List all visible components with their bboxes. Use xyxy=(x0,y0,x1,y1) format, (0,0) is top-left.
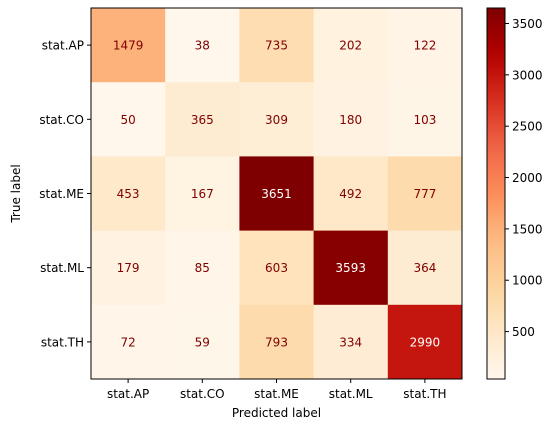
cell-value-label: 38 xyxy=(195,39,210,53)
cell-value-label: 334 xyxy=(339,335,362,349)
heatmap-cells xyxy=(91,8,463,380)
heatmap-cell xyxy=(387,8,463,83)
heatmap-cell xyxy=(165,8,240,83)
cell-value-label: 179 xyxy=(117,261,140,275)
heatmap-cell xyxy=(313,156,389,232)
cell-value-label: 365 xyxy=(191,113,214,127)
heatmap-cell xyxy=(91,82,166,157)
heatmap-cell xyxy=(387,82,463,157)
heatmap-cell xyxy=(387,230,463,306)
heatmap-cell xyxy=(165,82,240,157)
cell-value-label: 122 xyxy=(413,39,436,53)
heatmap-cell xyxy=(313,304,389,380)
heatmap-cell xyxy=(239,156,315,232)
cell-value-label: 735 xyxy=(265,39,288,53)
heatmap-cell xyxy=(387,304,463,380)
x-tick-label: stat.AP xyxy=(107,387,149,401)
colorbar xyxy=(486,7,506,380)
y-tick-label: stat.ML xyxy=(40,261,84,275)
heatmap-cell xyxy=(165,230,240,306)
cell-value-label: 85 xyxy=(195,261,210,275)
cell-value-label: 777 xyxy=(413,187,436,201)
y-axis-label: True label xyxy=(9,164,23,223)
colorbar-tick-label: 2500 xyxy=(512,120,543,134)
heatmap-cell-labels: 1479 38 735 202 122 50 365 309 180 103 453 167 3651 4… xyxy=(113,39,440,350)
colorbar-tick-label: 1000 xyxy=(512,274,543,288)
x-axis-label: Predicted label xyxy=(232,406,321,420)
x-axis-ticks: stat.AP stat.CO stat.ME stat.ML stat.TH xyxy=(107,379,446,401)
cell-value-label: 50 xyxy=(120,113,135,127)
y-tick-label: stat.TH xyxy=(41,335,84,349)
cell-value-label: 2990 xyxy=(410,335,441,349)
cell-value-label: 309 xyxy=(265,113,288,127)
cell-value-label: 202 xyxy=(339,39,362,53)
heatmap-cell xyxy=(91,230,166,306)
cell-value-label: 453 xyxy=(117,187,140,201)
x-tick-label: stat.TH xyxy=(403,387,446,401)
colorbar-tick-label: 1500 xyxy=(512,222,543,236)
heatmap-cell xyxy=(313,82,389,157)
x-tick-label: stat.CO xyxy=(180,387,225,401)
heatmap-cell xyxy=(239,8,315,83)
cell-value-label: 1479 xyxy=(113,39,144,53)
heatmap-cell xyxy=(387,156,463,232)
heatmap-cell xyxy=(313,230,389,306)
cell-value-label: 793 xyxy=(265,335,288,349)
cell-value-label: 3593 xyxy=(335,261,366,275)
x-tick-label: stat.ML xyxy=(329,387,373,401)
cell-value-label: 3651 xyxy=(261,187,292,201)
heatmap-cell xyxy=(165,156,240,232)
cell-value-label: 59 xyxy=(195,335,210,349)
heatmap-cell xyxy=(91,156,166,232)
cell-value-label: 167 xyxy=(191,187,214,201)
colorbar-tick-label: 3500 xyxy=(512,17,543,31)
cell-value-label: 492 xyxy=(339,187,362,201)
heatmap-cell xyxy=(165,304,240,380)
colorbar-ticks: 500 1000 1500 2000 2500 3000 3500 xyxy=(505,17,543,339)
colorbar-tick-label: 500 xyxy=(512,325,535,339)
y-tick-label: stat.AP xyxy=(42,39,84,53)
x-tick-label: stat.ME xyxy=(254,387,299,401)
cell-value-label: 103 xyxy=(413,113,436,127)
y-tick-label: stat.ME xyxy=(39,187,84,201)
y-axis-ticks: stat.AP stat.CO stat.ME stat.ML stat.TH xyxy=(39,39,91,349)
cell-value-label: 364 xyxy=(413,261,436,275)
heatmap-cell xyxy=(239,82,315,157)
heatmap-cell xyxy=(313,8,389,83)
cell-value-label: 180 xyxy=(339,113,362,127)
y-tick-label: stat.CO xyxy=(39,113,84,127)
heatmap-cell xyxy=(239,304,315,380)
heatmap-cell xyxy=(239,230,315,306)
colorbar-tick-label: 2000 xyxy=(512,171,543,185)
heatmap-cell xyxy=(91,304,166,380)
cell-value-label: 72 xyxy=(120,335,135,349)
cell-value-label: 603 xyxy=(265,261,288,275)
heatmap-cell xyxy=(91,8,166,83)
colorbar-tick-label: 3000 xyxy=(512,68,543,82)
